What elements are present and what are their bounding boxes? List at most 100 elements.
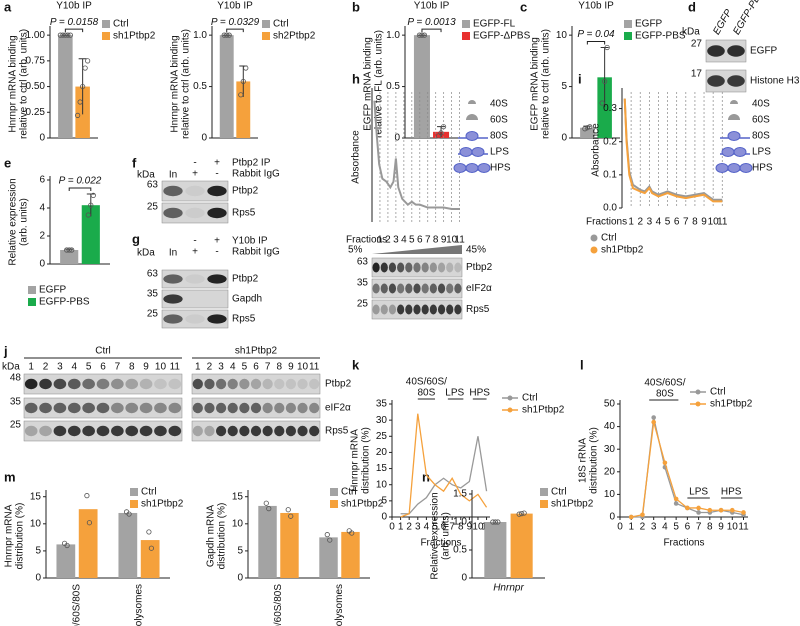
legend-label: sh1Ptbp2 [113, 31, 156, 42]
data-point [285, 507, 291, 513]
blot-band [413, 283, 421, 294]
legend-swatch [130, 488, 138, 496]
blot-band [139, 378, 153, 390]
annotation: 80S [417, 388, 435, 399]
y-tick-label: 10 [232, 518, 244, 529]
x-tick-label: 7 [425, 235, 431, 246]
data-line [400, 436, 488, 515]
bar [236, 81, 251, 138]
blot-band [297, 402, 308, 414]
ribosome-icon [468, 100, 476, 104]
y-tick-label: 1.5 [453, 489, 467, 500]
peak-label: 60S [490, 115, 508, 126]
x-tick-label: 6 [417, 235, 423, 246]
x-tick-label: Polysomes [334, 584, 345, 626]
blot-band [250, 402, 262, 414]
kda-label: 25 [147, 202, 159, 213]
kda-label: 25 [10, 420, 22, 431]
blot-band [421, 262, 429, 273]
ribosome-icon [727, 163, 741, 173]
data-point [57, 32, 63, 38]
protein-label: eIF2α [325, 403, 351, 414]
blot-band [53, 378, 67, 390]
lane-label: In [169, 170, 177, 181]
data-point [243, 65, 249, 71]
data-point [673, 496, 679, 502]
blot-band [239, 425, 250, 437]
peak-label: LPS [490, 147, 509, 158]
ribosome-icon [727, 131, 741, 141]
blot-band [185, 314, 205, 324]
y-tick-label: 0 [201, 133, 207, 144]
y-axis-label: Hnrnpr mRNA [350, 429, 361, 492]
bar [56, 544, 76, 578]
p-value: P = 0.022 [59, 176, 102, 187]
lane-number: 8 [276, 362, 282, 373]
ribosome-icon [465, 163, 479, 173]
blot-band [192, 425, 203, 437]
legend-swatch [330, 488, 338, 496]
x-tick-label: 3 [393, 235, 399, 246]
blot-band [96, 378, 110, 390]
ribosome-icon [466, 114, 478, 120]
blot-band [405, 262, 413, 273]
data-point [69, 247, 75, 253]
peak-label: 60S [752, 115, 770, 126]
kda-label: 35 [10, 397, 22, 408]
x-tick-label: 10 [727, 522, 739, 533]
lane-number: 2 [43, 362, 49, 373]
data-point [495, 519, 501, 525]
blot-band [227, 378, 238, 390]
x-tick-label: 10 [446, 235, 458, 246]
condition-sign: + [214, 158, 220, 169]
y-axis-label: Absorbance [351, 130, 362, 184]
blot-band [82, 425, 95, 437]
bar [413, 35, 430, 139]
y-tick-label: 40 [604, 421, 616, 432]
blot-band [67, 425, 81, 437]
legend-swatch [262, 32, 270, 40]
blot-band [215, 378, 227, 390]
lane-label: EGFP [711, 7, 734, 36]
legend-label: sh1Ptbp2 [522, 405, 565, 416]
data-point [146, 529, 152, 535]
condition-label: Rabbit IgG [232, 247, 280, 258]
blot-band [204, 402, 215, 414]
blot-band [111, 425, 124, 437]
kda-label: 27 [691, 39, 703, 50]
lane-number: 11 [309, 362, 320, 373]
y-tick-label: 0.25 [26, 107, 46, 118]
blot-band [39, 402, 52, 414]
x-tick-label: 5 [409, 235, 415, 246]
data-point [419, 32, 425, 38]
blot-band [185, 274, 205, 284]
blot-band [429, 262, 437, 273]
legend-label: sh1Ptbp2 [710, 399, 753, 410]
blot-band [380, 283, 388, 294]
data-point [685, 505, 690, 511]
kda-label: 63 [147, 269, 159, 280]
legend-label: sh1Ptbp2 [601, 245, 644, 256]
protein-label: Ptbp2 [466, 262, 493, 273]
legend-label: EGFP-PBS [635, 31, 686, 42]
blot-band [207, 207, 227, 219]
protein-label: Ptbp2 [325, 379, 352, 390]
legend-swatch [102, 32, 110, 40]
legend-label: EGFP-PBS [39, 297, 90, 308]
blot-band [707, 45, 725, 57]
blot-band [397, 283, 405, 294]
y-axis-label: relative to ctrl (arb. units) [19, 29, 30, 139]
data-point [266, 506, 272, 512]
chart-title: Y10b IP [217, 1, 253, 12]
y-tick-label: 0.5 [386, 81, 400, 92]
lane-number: 11 [170, 362, 181, 373]
y-tick-label: 30 [604, 444, 616, 455]
peak-label: HPS [752, 163, 773, 174]
blot-band [380, 304, 388, 315]
blot-band [250, 425, 262, 437]
blot-band [437, 283, 446, 294]
legend-label: Ctrl [141, 487, 157, 498]
blot-band [204, 378, 215, 390]
panel-label: n [422, 469, 430, 484]
blot-band [67, 402, 81, 414]
